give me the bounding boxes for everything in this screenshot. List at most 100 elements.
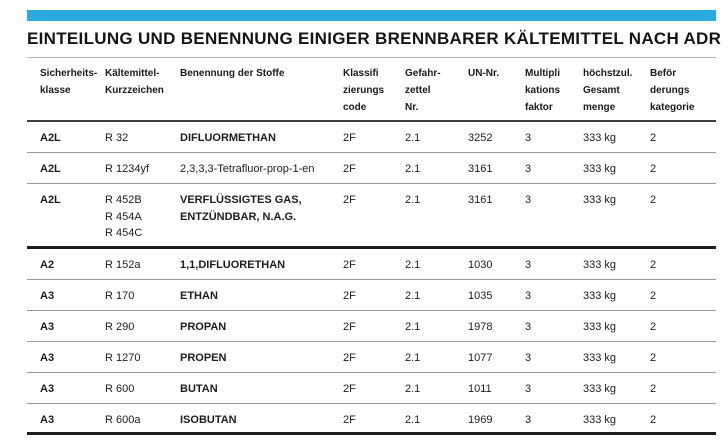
table-row: A3 R 1270 PROPEN 2F 2.1 1077 3 333 kg 2	[27, 342, 716, 373]
cell-un-no: 1978	[468, 320, 493, 333]
cell-refrigerant-code: R 170	[105, 289, 135, 302]
cell-hazard-label-no: 2.1	[405, 194, 421, 206]
cell-refrigerant-code: R 32	[105, 132, 129, 144]
table-row: A3 R 170 ETHAN 2F 2.1 1035 3 333 kg 2	[27, 280, 716, 311]
cell-un-no: 1011	[468, 382, 492, 395]
cell-un-no: 1077	[468, 351, 493, 364]
column-header-un-no: UN-Nr.	[468, 68, 500, 79]
table-row: A2L R 32 DIFLUORMETHAN 2F 2.1 3252 3 333 kg 2	[27, 122, 716, 153]
cell-transport-category: 2	[650, 194, 657, 206]
cell-transport-category: 2	[650, 413, 657, 426]
cell-multiplication-factor: 3	[525, 132, 532, 144]
table-row: A2L R 1234yf 2,3,3,3-Tetrafluor-prop-1-en 2…	[27, 153, 716, 184]
cell-un-no: 1969	[468, 413, 493, 426]
cell-multiplication-factor: 3	[525, 289, 532, 302]
cell-max-total-quantity: 333 kg	[583, 351, 617, 364]
table-row: A3 R 600a ISOBUTAN 2F 2.1 1969 3 333 kg 2	[27, 404, 716, 435]
column-header-classification-code: Klassifi zierungs code	[343, 68, 385, 113]
cell-multiplication-factor: 3	[525, 163, 532, 175]
cell-un-no: 3161	[468, 163, 493, 175]
cell-substance-name: 1,1,DIFLUORETHAN	[180, 258, 286, 271]
cell-hazard-label-no: 2.1	[405, 163, 421, 175]
cell-un-no: 3252	[468, 132, 493, 144]
column-header-max-total-quantity: höchstzul. Gesamt menge	[583, 68, 633, 113]
cell-safety-class: A3	[40, 413, 55, 426]
column-header-hazard-label-no: Gefahr-zettel Nr.	[405, 68, 441, 113]
cell-refrigerant-code: R 1234yf	[105, 163, 150, 175]
cell-hazard-label-no: 2.1	[405, 132, 421, 144]
cell-max-total-quantity: 333 kg	[583, 258, 617, 271]
cell-hazard-label-no: 2.1	[405, 382, 421, 395]
cell-max-total-quantity: 333 kg	[583, 413, 617, 426]
cell-classification-code: 2F	[343, 413, 356, 426]
cell-classification-code: 2F	[343, 194, 356, 206]
cell-refrigerant-code: R 452B R 454A R 454C	[105, 194, 143, 239]
page-title: EINTEILUNG UND BENENNUNG EINIGER BRENNBA…	[27, 29, 722, 48]
cell-classification-code: 2F	[343, 289, 356, 302]
cell-hazard-label-no: 2.1	[405, 320, 421, 333]
cell-refrigerant-code: R 290	[105, 320, 135, 333]
cell-classification-code: 2F	[343, 258, 356, 271]
table-row: A3 R 600 BUTAN 2F 2.1 1011 3 333 kg 2	[27, 373, 716, 404]
table-row: A2 R 152a 1,1,DIFLUORETHAN 2F 2.1 1030 3 333 kg…	[27, 249, 716, 280]
cell-multiplication-factor: 3	[525, 351, 532, 364]
table-header-row: Sicherheits-klasse Kältemittel- Kurzzeiche…	[27, 58, 716, 122]
cell-transport-category: 2	[650, 289, 657, 302]
cell-hazard-label-no: 2.1	[405, 258, 421, 271]
cell-max-total-quantity: 333 kg	[583, 289, 617, 302]
cell-refrigerant-code: R 600	[105, 382, 135, 395]
cell-max-total-quantity: 333 kg	[583, 194, 617, 206]
cell-hazard-label-no: 2.1	[405, 413, 421, 426]
cell-hazard-label-no: 2.1	[405, 289, 421, 302]
cell-classification-code: 2F	[343, 351, 356, 364]
cell-max-total-quantity: 333 kg	[583, 163, 617, 175]
cell-transport-category: 2	[650, 258, 657, 271]
column-header-multiplication-factor: Multipli kations faktor	[525, 68, 561, 113]
cell-substance-name: PROPEN	[180, 351, 227, 364]
cell-substance-name: ETHAN	[180, 289, 218, 302]
top-accent-bar	[27, 10, 716, 21]
cell-transport-category: 2	[650, 163, 657, 175]
cell-substance-name: PROPAN	[180, 320, 227, 333]
cell-multiplication-factor: 3	[525, 413, 532, 426]
cell-transport-category: 2	[650, 382, 657, 395]
cell-refrigerant-code: R 600a	[105, 413, 141, 426]
cell-max-total-quantity: 333 kg	[583, 382, 617, 395]
cell-un-no: 1030	[468, 258, 493, 271]
cell-safety-class: A3	[40, 320, 55, 333]
cell-multiplication-factor: 3	[525, 320, 532, 333]
cell-multiplication-factor: 3	[525, 258, 532, 271]
table-row: A2L R 452B R 454A R 454C VERFLÜSSIGTES GAS, E…	[27, 184, 716, 249]
cell-substance-name: DIFLUORMETHAN	[180, 132, 276, 144]
column-header-substance-name: Benennung der Stoffe	[180, 68, 285, 79]
cell-substance-name: BUTAN	[180, 382, 218, 395]
cell-safety-class: A3	[40, 351, 55, 364]
cell-multiplication-factor: 3	[525, 382, 532, 395]
table-body: A2L R 32 DIFLUORMETHAN 2F 2.1 3252 3 333 kg 2 A2L…	[27, 122, 716, 435]
cell-max-total-quantity: 333 kg	[583, 132, 617, 144]
cell-classification-code: 2F	[343, 382, 356, 395]
cell-classification-code: 2F	[343, 132, 356, 144]
cell-safety-class: A3	[40, 289, 55, 302]
cell-un-no: 3161	[468, 194, 493, 206]
refrigerant-table: Sicherheits-klasse Kältemittel- Kurzzeiche…	[27, 57, 716, 435]
cell-transport-category: 2	[650, 132, 657, 144]
cell-un-no: 1035	[468, 289, 493, 302]
cell-safety-class: A2L	[40, 132, 61, 144]
cell-safety-class: A3	[40, 382, 55, 395]
column-header-refrigerant-code: Kältemittel- Kurzzeichen	[105, 68, 164, 96]
cell-multiplication-factor: 3	[525, 194, 532, 206]
table-row: A3 R 290 PROPAN 2F 2.1 1978 3 333 kg 2	[27, 311, 716, 342]
cell-transport-category: 2	[650, 351, 657, 364]
cell-safety-class: A2L	[40, 194, 61, 206]
cell-substance-name: VERFLÜSSIGTES GAS, ENTZÜNDBAR, N.A.G.	[180, 194, 302, 223]
cell-refrigerant-code: R 152a	[105, 258, 141, 271]
cell-classification-code: 2F	[343, 163, 356, 175]
cell-transport-category: 2	[650, 320, 657, 333]
cell-safety-class: A2	[40, 258, 55, 271]
cell-max-total-quantity: 333 kg	[583, 320, 617, 333]
cell-hazard-label-no: 2.1	[405, 351, 421, 364]
cell-refrigerant-code: R 1270	[105, 351, 141, 364]
cell-safety-class: A2L	[40, 163, 61, 175]
